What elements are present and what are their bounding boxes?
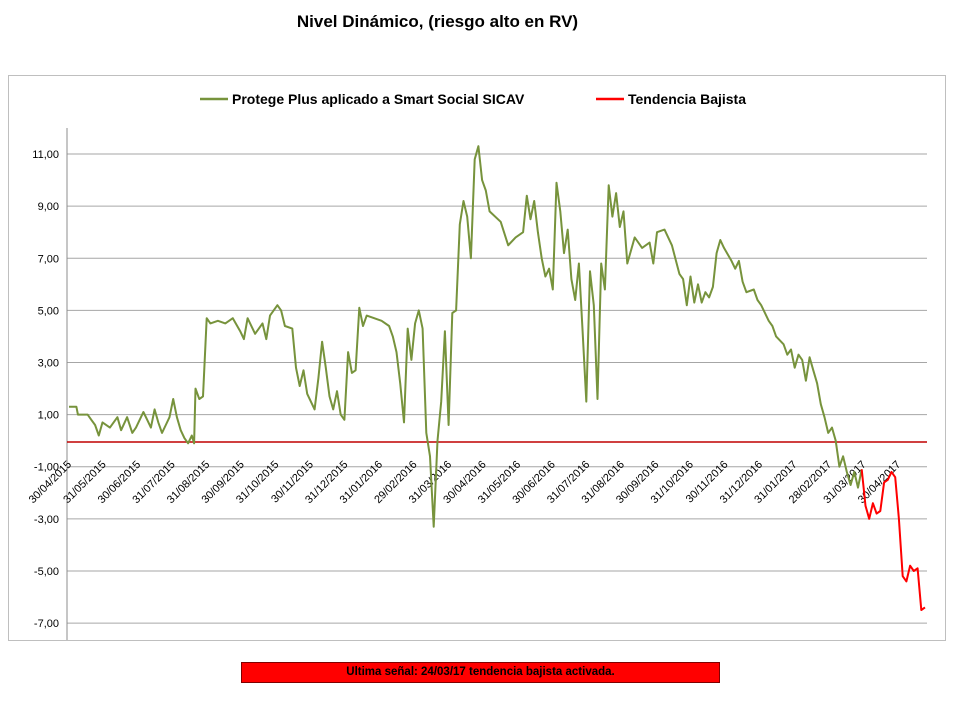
signal-banner: Ultima señal: 24/03/17 tendencia bajista… — [241, 662, 720, 683]
legend-item-tendencia-bajista-label: Tendencia Bajista — [628, 91, 746, 107]
y-tick-label: 11,00 — [32, 149, 59, 161]
y-tick-label: -5,00 — [34, 566, 59, 578]
y-tick-label: -1,00 — [34, 462, 59, 474]
y-tick-label: 5,00 — [38, 305, 59, 317]
chart-frame — [8, 75, 946, 641]
chart-title-heading: Nivel Dinámico, (riesgo alto en RV) — [296, 12, 579, 31]
y-tick-label: -7,00 — [34, 618, 59, 630]
series-line-protege-plus — [69, 145, 863, 528]
y-tick-label: 9,00 — [38, 201, 59, 213]
y-tick-label: 7,00 — [38, 253, 59, 265]
y-tick-label: 1,00 — [38, 410, 59, 422]
legend-item-protege-plus-label: Protege Plus aplicado a Smart Social SIC… — [232, 91, 525, 107]
y-tick-label: 3,00 — [38, 358, 59, 370]
y-tick-label: -3,00 — [34, 514, 59, 526]
series-line-tendencia-bajista — [860, 469, 926, 611]
